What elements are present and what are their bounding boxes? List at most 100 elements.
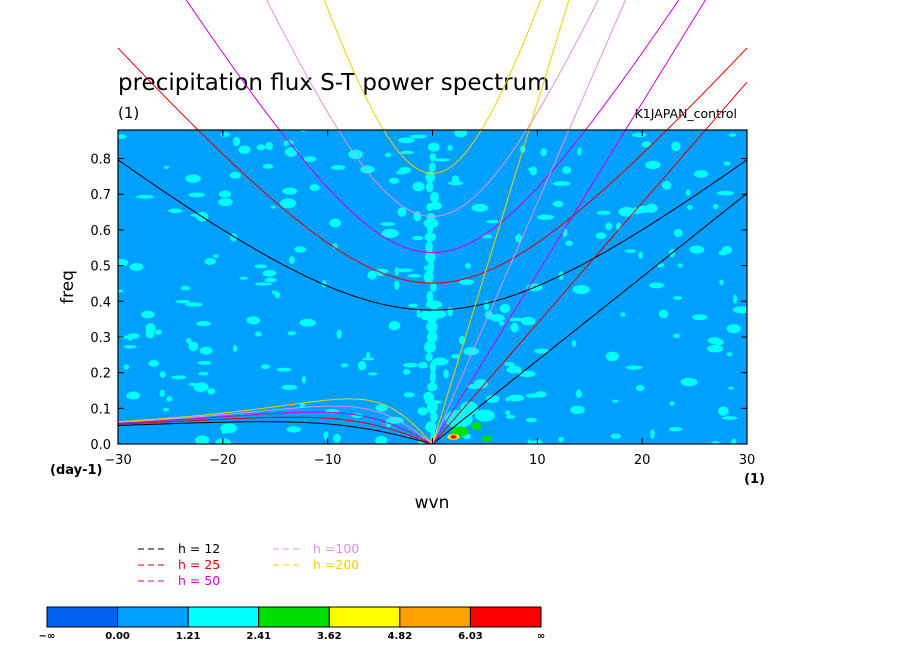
speckle-patch: [408, 303, 418, 308]
speckle-patch: [673, 333, 681, 339]
speckle-patch: [680, 377, 698, 387]
speckle-patch: [508, 317, 525, 322]
speckle-patch: [380, 222, 396, 226]
speckle-patch: [673, 228, 683, 238]
speckle-patch: [136, 194, 155, 199]
speckle-patch: [412, 181, 425, 192]
colorbar-cell: [258, 606, 330, 628]
rossby-curve-h12: [118, 421, 433, 444]
x-tick-label: −20: [209, 453, 236, 468]
speckle-patch: [412, 235, 424, 241]
speckle-patch: [505, 415, 516, 419]
speckle-patch: [610, 433, 622, 439]
speckle-patch: [552, 181, 571, 186]
speckle-patch: [246, 316, 261, 325]
speckle-patch: [262, 164, 274, 169]
speckle-patch: [256, 144, 266, 151]
speckle-patch: [284, 147, 298, 157]
speckle-patch: [204, 258, 217, 265]
y-tick-label: 0.4: [90, 295, 111, 310]
speckle-patch: [485, 395, 500, 403]
speckle-patch: [691, 314, 708, 321]
speckle-patch: [171, 375, 187, 380]
speckle-patch: [254, 282, 273, 286]
band-patch: [427, 382, 438, 392]
speckle-patch: [168, 208, 183, 214]
colorbar-label: 6.03: [458, 631, 483, 642]
y-tick-label: 0.8: [90, 153, 111, 168]
colorbar-cell: [328, 606, 401, 628]
speckle-patch: [207, 388, 216, 395]
speckle-patch: [443, 369, 449, 379]
speckle-patch: [473, 379, 488, 389]
subtitle-left: (1): [118, 104, 139, 122]
speckle-patch: [271, 290, 277, 295]
band-patch: [424, 251, 436, 263]
speckle-patch: [287, 331, 296, 336]
speckle-patch: [463, 347, 479, 356]
y-tick-label: 0.6: [90, 224, 111, 239]
speckle-patch: [489, 314, 505, 322]
rossby-curve-h25: [117, 416, 433, 444]
speckle-patch: [499, 321, 505, 326]
legend-label: h = 25: [178, 557, 220, 572]
speckle-patch: [395, 170, 407, 175]
colorbar-label: 1.21: [176, 631, 201, 642]
y-tick-label: 0.5: [90, 260, 111, 275]
speckle-patch: [199, 346, 213, 355]
speckle-patch: [221, 430, 227, 434]
speckle-patch: [394, 280, 400, 290]
speckle-patch: [515, 234, 523, 243]
speckle-patch: [288, 256, 295, 265]
speckle-patch: [451, 354, 461, 359]
speckle-patch: [432, 158, 450, 162]
speckle-patch: [505, 396, 510, 402]
speckle-patch: [159, 389, 166, 397]
speckle-patch: [220, 132, 231, 137]
speckle-patch: [537, 214, 554, 220]
speckle-patch: [595, 232, 607, 240]
speckle-patch: [733, 306, 747, 314]
speckle-patch: [711, 440, 720, 444]
speckle-patch: [396, 268, 414, 273]
band-patch: [429, 162, 436, 173]
speckle-patch: [367, 372, 378, 376]
speckle-patch: [562, 166, 572, 174]
band-patch: [426, 321, 438, 333]
speckle-patch: [127, 333, 134, 341]
speckle-patch: [447, 145, 453, 151]
y-axis-label: freq: [58, 270, 78, 304]
colorbar-cell: [46, 606, 119, 628]
speckle-patch: [596, 210, 611, 215]
speckle-patch: [612, 399, 619, 403]
kelvin-curve-h12: [432, 192, 748, 444]
speckle-patch: [465, 263, 471, 269]
colorbar-label: ∞: [537, 631, 545, 642]
speckle-patch: [118, 289, 124, 293]
speckle-patch: [185, 302, 203, 307]
y-tick-label: 0.1: [90, 402, 111, 417]
speckle-patch: [400, 150, 414, 155]
speckle-patch: [232, 344, 238, 353]
kelvin-blob: [474, 409, 495, 422]
speckle-patch: [260, 364, 271, 370]
speckle-patch: [717, 406, 729, 416]
speckle-patch: [429, 201, 442, 211]
speckle-patch: [239, 276, 249, 280]
speckle-patch: [218, 190, 231, 198]
speckle-patch: [276, 367, 292, 372]
speckle-patch: [693, 170, 709, 178]
band-patch: [423, 270, 434, 284]
speckle-patch: [262, 269, 277, 277]
legend-label: h = 50: [178, 573, 220, 588]
kelvin-curve-h200: [432, 0, 570, 444]
speckle-patch: [394, 267, 399, 276]
colorbar-cell: [117, 606, 189, 628]
y-tick-label: 0.7: [90, 188, 111, 203]
speckle-patch: [726, 352, 733, 357]
band-patch: [424, 340, 436, 353]
band-patch: [425, 181, 434, 193]
speckle-patch: [728, 386, 734, 390]
speckle-patch: [565, 240, 573, 247]
